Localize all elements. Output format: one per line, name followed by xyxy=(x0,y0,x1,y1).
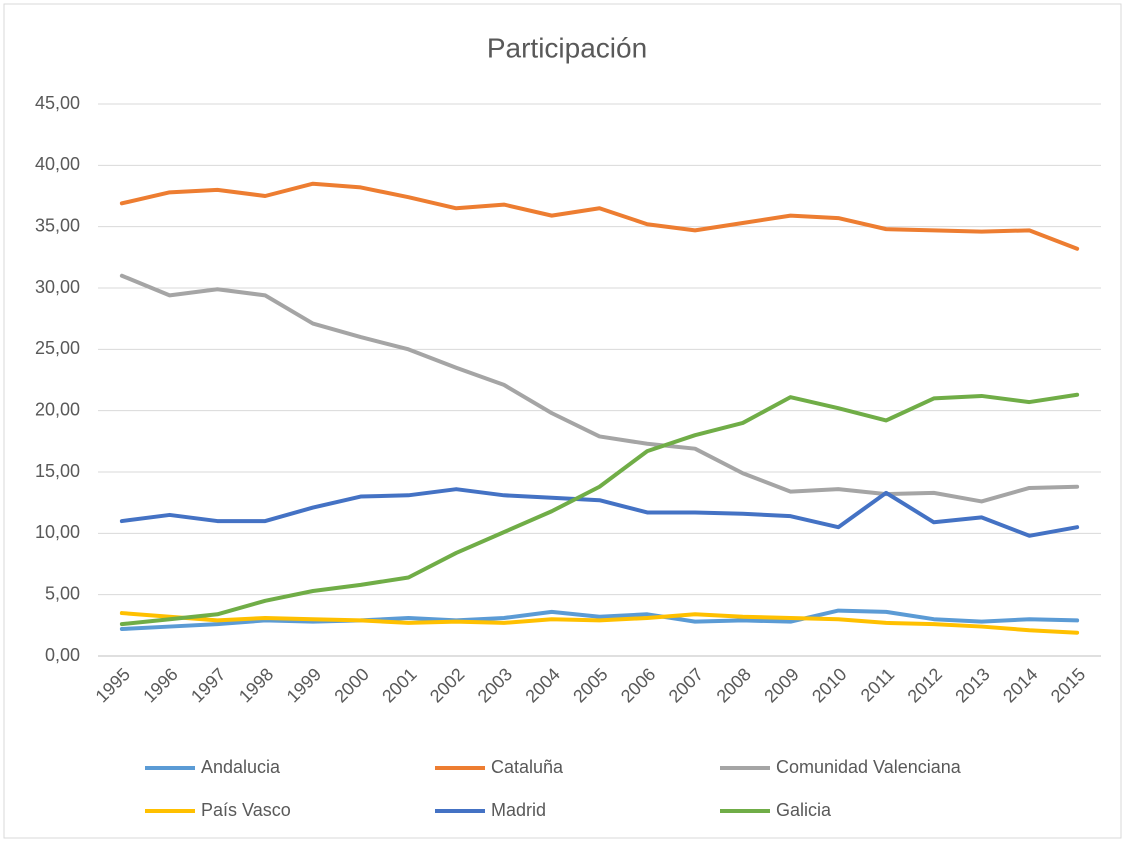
legend-label: País Vasco xyxy=(201,800,291,820)
y-tick-label: 15,00 xyxy=(35,461,80,481)
y-tick-label: 0,00 xyxy=(45,645,80,665)
series-line xyxy=(119,181,1080,251)
series-line xyxy=(119,487,1080,538)
y-tick-label: 10,00 xyxy=(35,522,80,542)
legend-label: Cataluña xyxy=(491,757,564,777)
y-tick-label: 40,00 xyxy=(35,154,80,174)
series-line xyxy=(119,608,1080,632)
y-tick-label: 20,00 xyxy=(35,399,80,419)
y-tick-label: 5,00 xyxy=(45,583,80,603)
series-line xyxy=(119,392,1080,627)
legend-label: Comunidad Valenciana xyxy=(776,757,962,777)
legend-label: Madrid xyxy=(491,800,546,820)
chart-border xyxy=(3,3,1122,839)
y-tick-label: 25,00 xyxy=(35,338,80,358)
y-tick-label: 30,00 xyxy=(35,277,80,297)
legend-label: Andalucia xyxy=(201,757,281,777)
series-line xyxy=(119,273,1080,504)
chart-title: Participación xyxy=(487,32,647,63)
y-tick-label: 35,00 xyxy=(35,215,80,235)
series-line xyxy=(119,611,1080,635)
y-tick-label: 45,00 xyxy=(35,93,80,113)
legend-label: Galicia xyxy=(776,800,832,820)
